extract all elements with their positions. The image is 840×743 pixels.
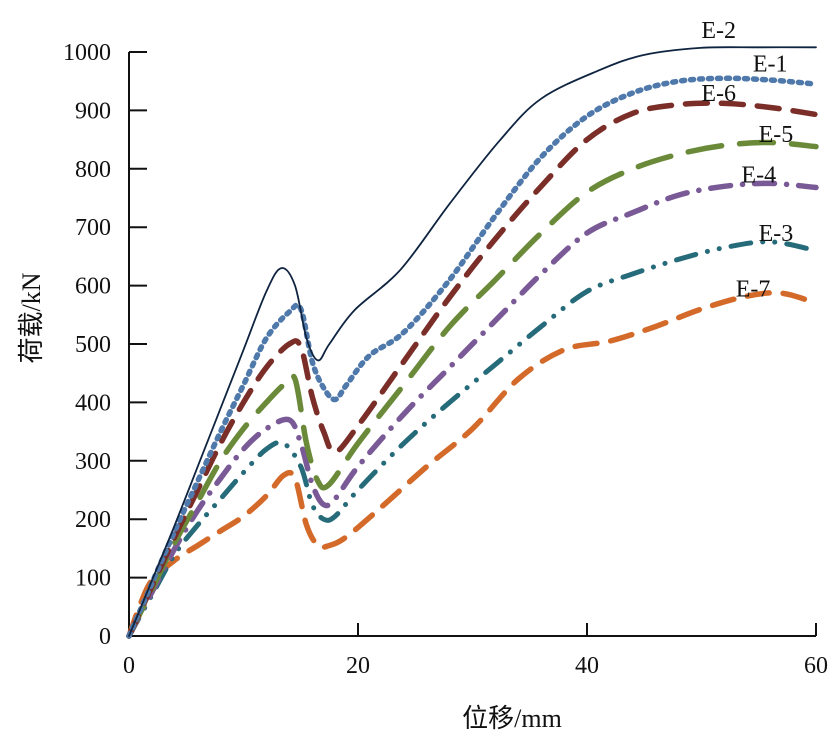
y-tick-label: 0: [99, 624, 111, 650]
y-tick-label: 100: [75, 566, 111, 592]
y-tick-label: 700: [75, 215, 111, 241]
y-tick-label: 1000: [63, 40, 111, 66]
series-group: [126, 46, 819, 639]
axes: 0 100 200 300 400 500 600 700 800 900 1000 0 20 40 60: [63, 40, 828, 679]
y-tick-label: 900: [75, 98, 111, 124]
x-tick-label: 40: [575, 653, 599, 679]
series-label-e-1: E-1: [753, 52, 788, 78]
series-label-e-3: E-3: [759, 221, 794, 247]
y-tick-label: 200: [75, 507, 111, 533]
x-tick-label: 20: [346, 653, 370, 679]
x-tick-label: 60: [804, 653, 828, 679]
y-tick-label: 300: [75, 449, 111, 475]
series-line-e-1: [126, 75, 819, 639]
series-line-e-5: [126, 139, 819, 639]
x-axis-title: 位移/mm: [462, 704, 562, 733]
series-label-e-2: E-2: [701, 18, 736, 44]
x-tick-label: 0: [123, 653, 135, 679]
y-axis-title: 荷载/kN: [17, 272, 46, 363]
y-tick-label: 600: [75, 274, 111, 300]
series-line-e-4: [126, 180, 819, 639]
series-label-e-6: E-6: [701, 81, 736, 107]
y-tick-label: 400: [75, 390, 111, 416]
series-label-e-7: E-7: [736, 277, 771, 303]
series-labels: E-2 E-1 E-6 E-5 E-4 E-3 E-7: [701, 18, 793, 303]
y-tick-label: 800: [75, 157, 111, 183]
series-line-e-3: [126, 239, 819, 639]
series-label-e-5: E-5: [759, 122, 794, 148]
y-tick-label: 500: [75, 332, 111, 358]
series-line-e-2: [128, 46, 817, 637]
series-line-e-7: [126, 290, 819, 639]
series-line-e-6: [126, 100, 819, 639]
series-label-e-4: E-4: [741, 163, 776, 189]
